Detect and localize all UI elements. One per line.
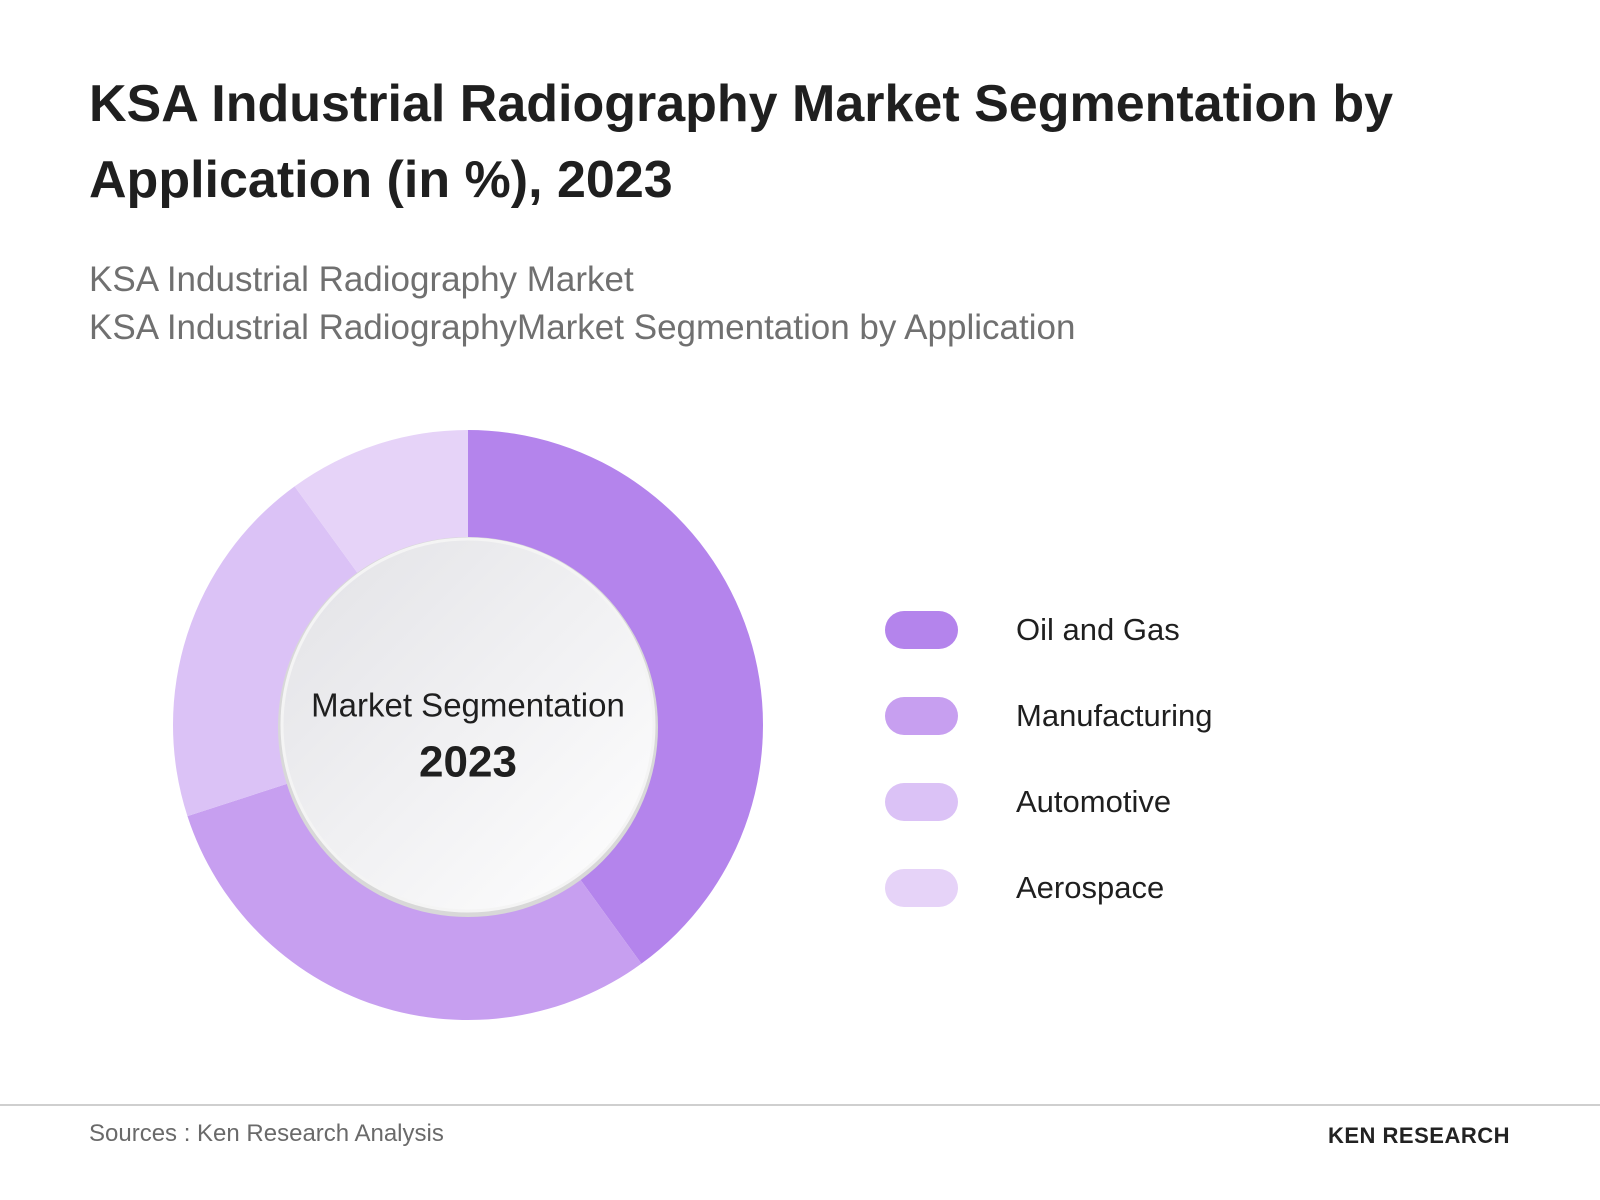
legend-swatch — [885, 697, 958, 735]
legend-label: Aerospace — [1016, 870, 1165, 905]
legend-label: Oil and Gas — [1016, 612, 1180, 647]
legend-swatch — [885, 783, 958, 821]
center-year: 2023 — [419, 738, 517, 787]
chart-title: KSA Industrial Radiography Market Segmen… — [89, 75, 1394, 209]
source: Sources : Ken Research Analysis — [89, 1120, 444, 1147]
legend-label: Automotive — [1016, 784, 1172, 819]
subtitle: KSA Industrial RadiographyMarket Segment… — [89, 308, 1076, 347]
logo: KEN RESEARCH — [1327, 1123, 1510, 1148]
legend-swatch — [885, 611, 958, 649]
legend-swatch — [885, 869, 958, 907]
legend-label: Manufacturing — [1016, 698, 1213, 733]
footer-rule — [0, 1104, 1600, 1106]
subtitle: KSA Industrial Radiography Market — [89, 260, 634, 299]
center-disc — [280, 537, 656, 913]
center-label: Market Segmentation — [311, 687, 625, 724]
